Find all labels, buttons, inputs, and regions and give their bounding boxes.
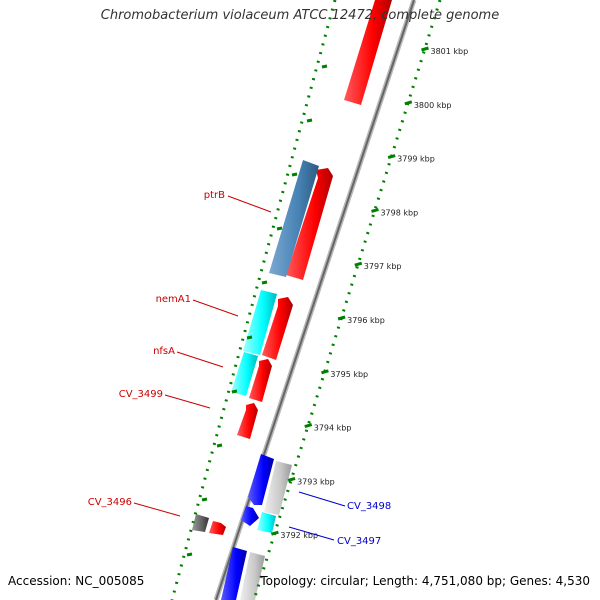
scale-tick-label: 3796 kbp <box>347 316 385 325</box>
scale-tick <box>387 154 396 160</box>
gene-label-CV_3499[interactable]: CV_3499 <box>119 389 163 400</box>
CV_3496-connector <box>133 502 181 517</box>
scale-tick <box>304 423 313 429</box>
cds-arrow[interactable] <box>249 359 272 402</box>
cds-arrow[interactable] <box>344 0 392 105</box>
cyan-feature-small[interactable] <box>257 512 276 533</box>
tick-layer: 3801 kbp 3800 kbp 3799 kbp 3798 kbp 3797 kbp… <box>270 46 469 540</box>
scale-tick-label: 3795 kbp <box>330 370 368 379</box>
map-title: Chromobacterium violaceum ATCC 12472, co… <box>100 8 500 23</box>
cds-arrow[interactable] <box>209 521 226 535</box>
nemA1-connector <box>192 299 239 317</box>
CV_3496-feature[interactable] <box>192 514 209 532</box>
scale-tick <box>421 46 429 52</box>
cds-arrow[interactable] <box>286 168 333 280</box>
CV_3497-connector <box>288 526 335 541</box>
nfsA-connector <box>176 351 224 368</box>
scale-tick-label: 3794 kbp <box>314 424 352 433</box>
CV_3499-connector <box>164 394 211 409</box>
accession-text: Accession: NC_005085 <box>8 574 145 588</box>
nemA1-feature[interactable] <box>243 290 277 355</box>
gene-label-ptrB[interactable]: ptrB <box>204 190 225 201</box>
scale-tick <box>337 315 346 321</box>
scale-tick <box>371 207 379 213</box>
inner-ring-dashes <box>186 64 328 557</box>
scale-tick <box>270 530 279 536</box>
gene-label-nfsA[interactable]: nfsA <box>153 346 175 357</box>
scale-tick-label: 3793 kbp <box>297 477 335 486</box>
ptrB-feature[interactable] <box>269 160 319 277</box>
genome-summary-text: Topology: circular; Length: 4,751,080 bp… <box>260 574 590 588</box>
scale-tick <box>404 100 413 106</box>
ptrB-connector <box>227 195 272 213</box>
gray-feature[interactable] <box>264 461 292 515</box>
scale-tick-label: 3799 kbp <box>397 155 435 164</box>
blue-feature[interactable] <box>248 454 274 505</box>
gene-label-CV_3497[interactable]: CV_3497 <box>337 536 381 547</box>
blue-feature-small[interactable] <box>241 506 259 526</box>
cds-arrow[interactable] <box>262 297 293 360</box>
scale-tick <box>321 369 329 375</box>
gene-label-CV_3498[interactable]: CV_3498 <box>347 501 391 512</box>
nfsA-feature[interactable] <box>231 352 258 396</box>
outer-dotted-ring <box>252 0 442 600</box>
scale-tick-label: 3800 kbp <box>414 101 452 110</box>
scale-tick-label: 3801 kbp <box>431 47 469 56</box>
scale-tick <box>354 261 363 267</box>
scale-tick-label: 3798 kbp <box>380 208 418 217</box>
blue-feature-bottom[interactable] <box>221 547 247 600</box>
scale-tick <box>287 476 296 482</box>
gene-label-CV_3496[interactable]: CV_3496 <box>88 497 132 508</box>
scale-tick-label: 3797 kbp <box>364 262 402 271</box>
scale-tick-label: 3792 kbp <box>280 531 318 540</box>
CV_3498-connector <box>298 491 346 507</box>
gene-label-nemA1[interactable]: nemA1 <box>156 294 191 305</box>
backbone-line-inner <box>215 0 415 600</box>
gray-feature-bottom[interactable] <box>240 552 265 600</box>
cds-arrow[interactable] <box>237 403 258 439</box>
